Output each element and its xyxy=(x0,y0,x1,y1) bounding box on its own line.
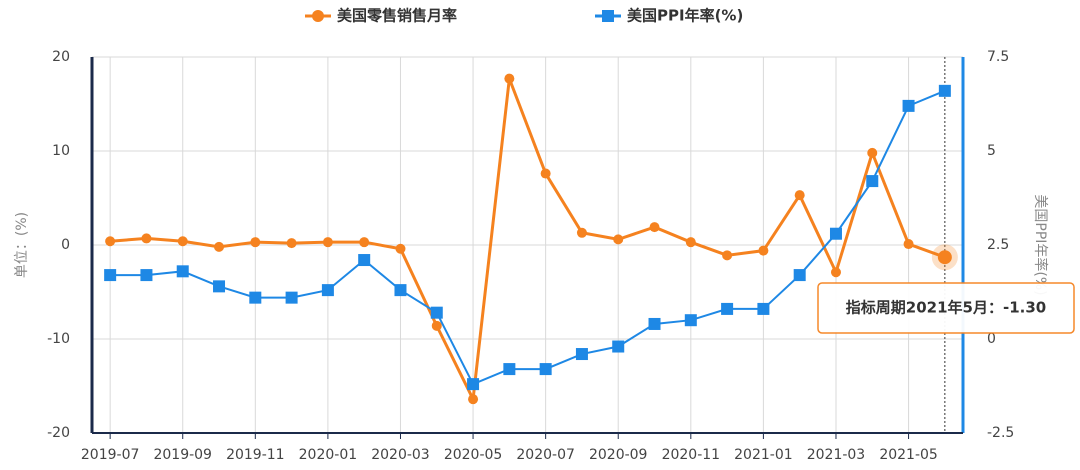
point xyxy=(648,317,661,330)
y-tick-label: -20 xyxy=(47,425,70,441)
x-tick-label: 2019-11 xyxy=(226,447,285,463)
point xyxy=(902,99,915,112)
point xyxy=(722,250,733,261)
point xyxy=(358,254,371,267)
x-tick-label: 2019-09 xyxy=(153,447,212,463)
legend-marker xyxy=(602,10,614,22)
y-tick-label: 10 xyxy=(52,143,70,159)
point xyxy=(867,147,878,158)
point xyxy=(685,237,696,248)
x-tick-label: 2020-05 xyxy=(444,447,503,463)
tooltip-box xyxy=(817,282,1075,334)
x-tick-label: 2021-01 xyxy=(734,447,793,463)
point xyxy=(176,265,189,278)
legend-label: 美国PPI年率(%) xyxy=(627,7,743,25)
point xyxy=(684,314,697,327)
point xyxy=(794,190,805,201)
point xyxy=(105,236,116,247)
y2-tick-label: 7.5 xyxy=(987,49,1009,65)
y-tick-label: -10 xyxy=(47,331,70,347)
y2-tick-label: 2.5 xyxy=(987,237,1009,253)
point xyxy=(359,237,370,248)
point xyxy=(829,227,842,240)
point xyxy=(937,250,952,265)
x-tick-label: 2021-03 xyxy=(807,447,866,463)
point xyxy=(576,227,587,238)
point xyxy=(467,378,480,391)
point xyxy=(938,84,951,97)
point xyxy=(468,394,479,405)
point xyxy=(504,73,515,84)
point xyxy=(540,168,551,179)
x-tick-label: 2019-07 xyxy=(81,447,140,463)
y2-tick-label: -2.5 xyxy=(987,425,1014,441)
x-tick-label: 2020-07 xyxy=(516,447,575,463)
x-tick-label: 2020-03 xyxy=(371,447,430,463)
y2-axis-label: 美国PPI年率(%) xyxy=(1032,194,1049,295)
point xyxy=(285,291,298,304)
point xyxy=(395,243,406,254)
y-tick-label: 20 xyxy=(52,49,70,65)
series-line xyxy=(110,89,946,386)
point xyxy=(830,267,841,278)
point xyxy=(286,238,297,249)
point xyxy=(141,233,152,244)
series-line xyxy=(110,78,946,405)
point xyxy=(214,241,225,252)
point xyxy=(575,348,588,361)
point xyxy=(793,269,806,282)
point xyxy=(649,222,660,233)
point xyxy=(903,239,914,250)
point xyxy=(140,269,153,282)
tooltip-text: 指标周期2021年5月：-1.30 xyxy=(846,299,1046,317)
point xyxy=(321,284,334,297)
point xyxy=(177,236,188,247)
point xyxy=(394,284,407,297)
y-tick-label: 0 xyxy=(61,237,70,253)
point xyxy=(757,302,770,315)
point xyxy=(613,234,624,245)
point xyxy=(322,237,333,248)
point xyxy=(866,175,879,188)
point xyxy=(721,302,734,315)
x-tick-label: 2020-11 xyxy=(662,447,721,463)
point xyxy=(758,245,769,256)
point xyxy=(431,320,442,331)
legend-marker xyxy=(312,10,324,22)
point xyxy=(612,340,625,353)
y2-tick-label: 0 xyxy=(987,331,996,347)
point xyxy=(503,363,516,376)
point xyxy=(104,269,117,282)
point xyxy=(249,291,262,304)
y2-tick-label: 5 xyxy=(987,143,996,159)
point xyxy=(213,280,226,293)
x-tick-label: 2020-09 xyxy=(589,447,648,463)
y-axis-label: 单位：(%) xyxy=(14,212,30,278)
legend-label: 美国零售销售月率 xyxy=(337,7,457,25)
point xyxy=(539,363,552,376)
x-tick-label: 2021-05 xyxy=(879,447,938,463)
x-tick-label: 2020-01 xyxy=(299,447,358,463)
point xyxy=(250,237,261,248)
point xyxy=(430,306,443,319)
